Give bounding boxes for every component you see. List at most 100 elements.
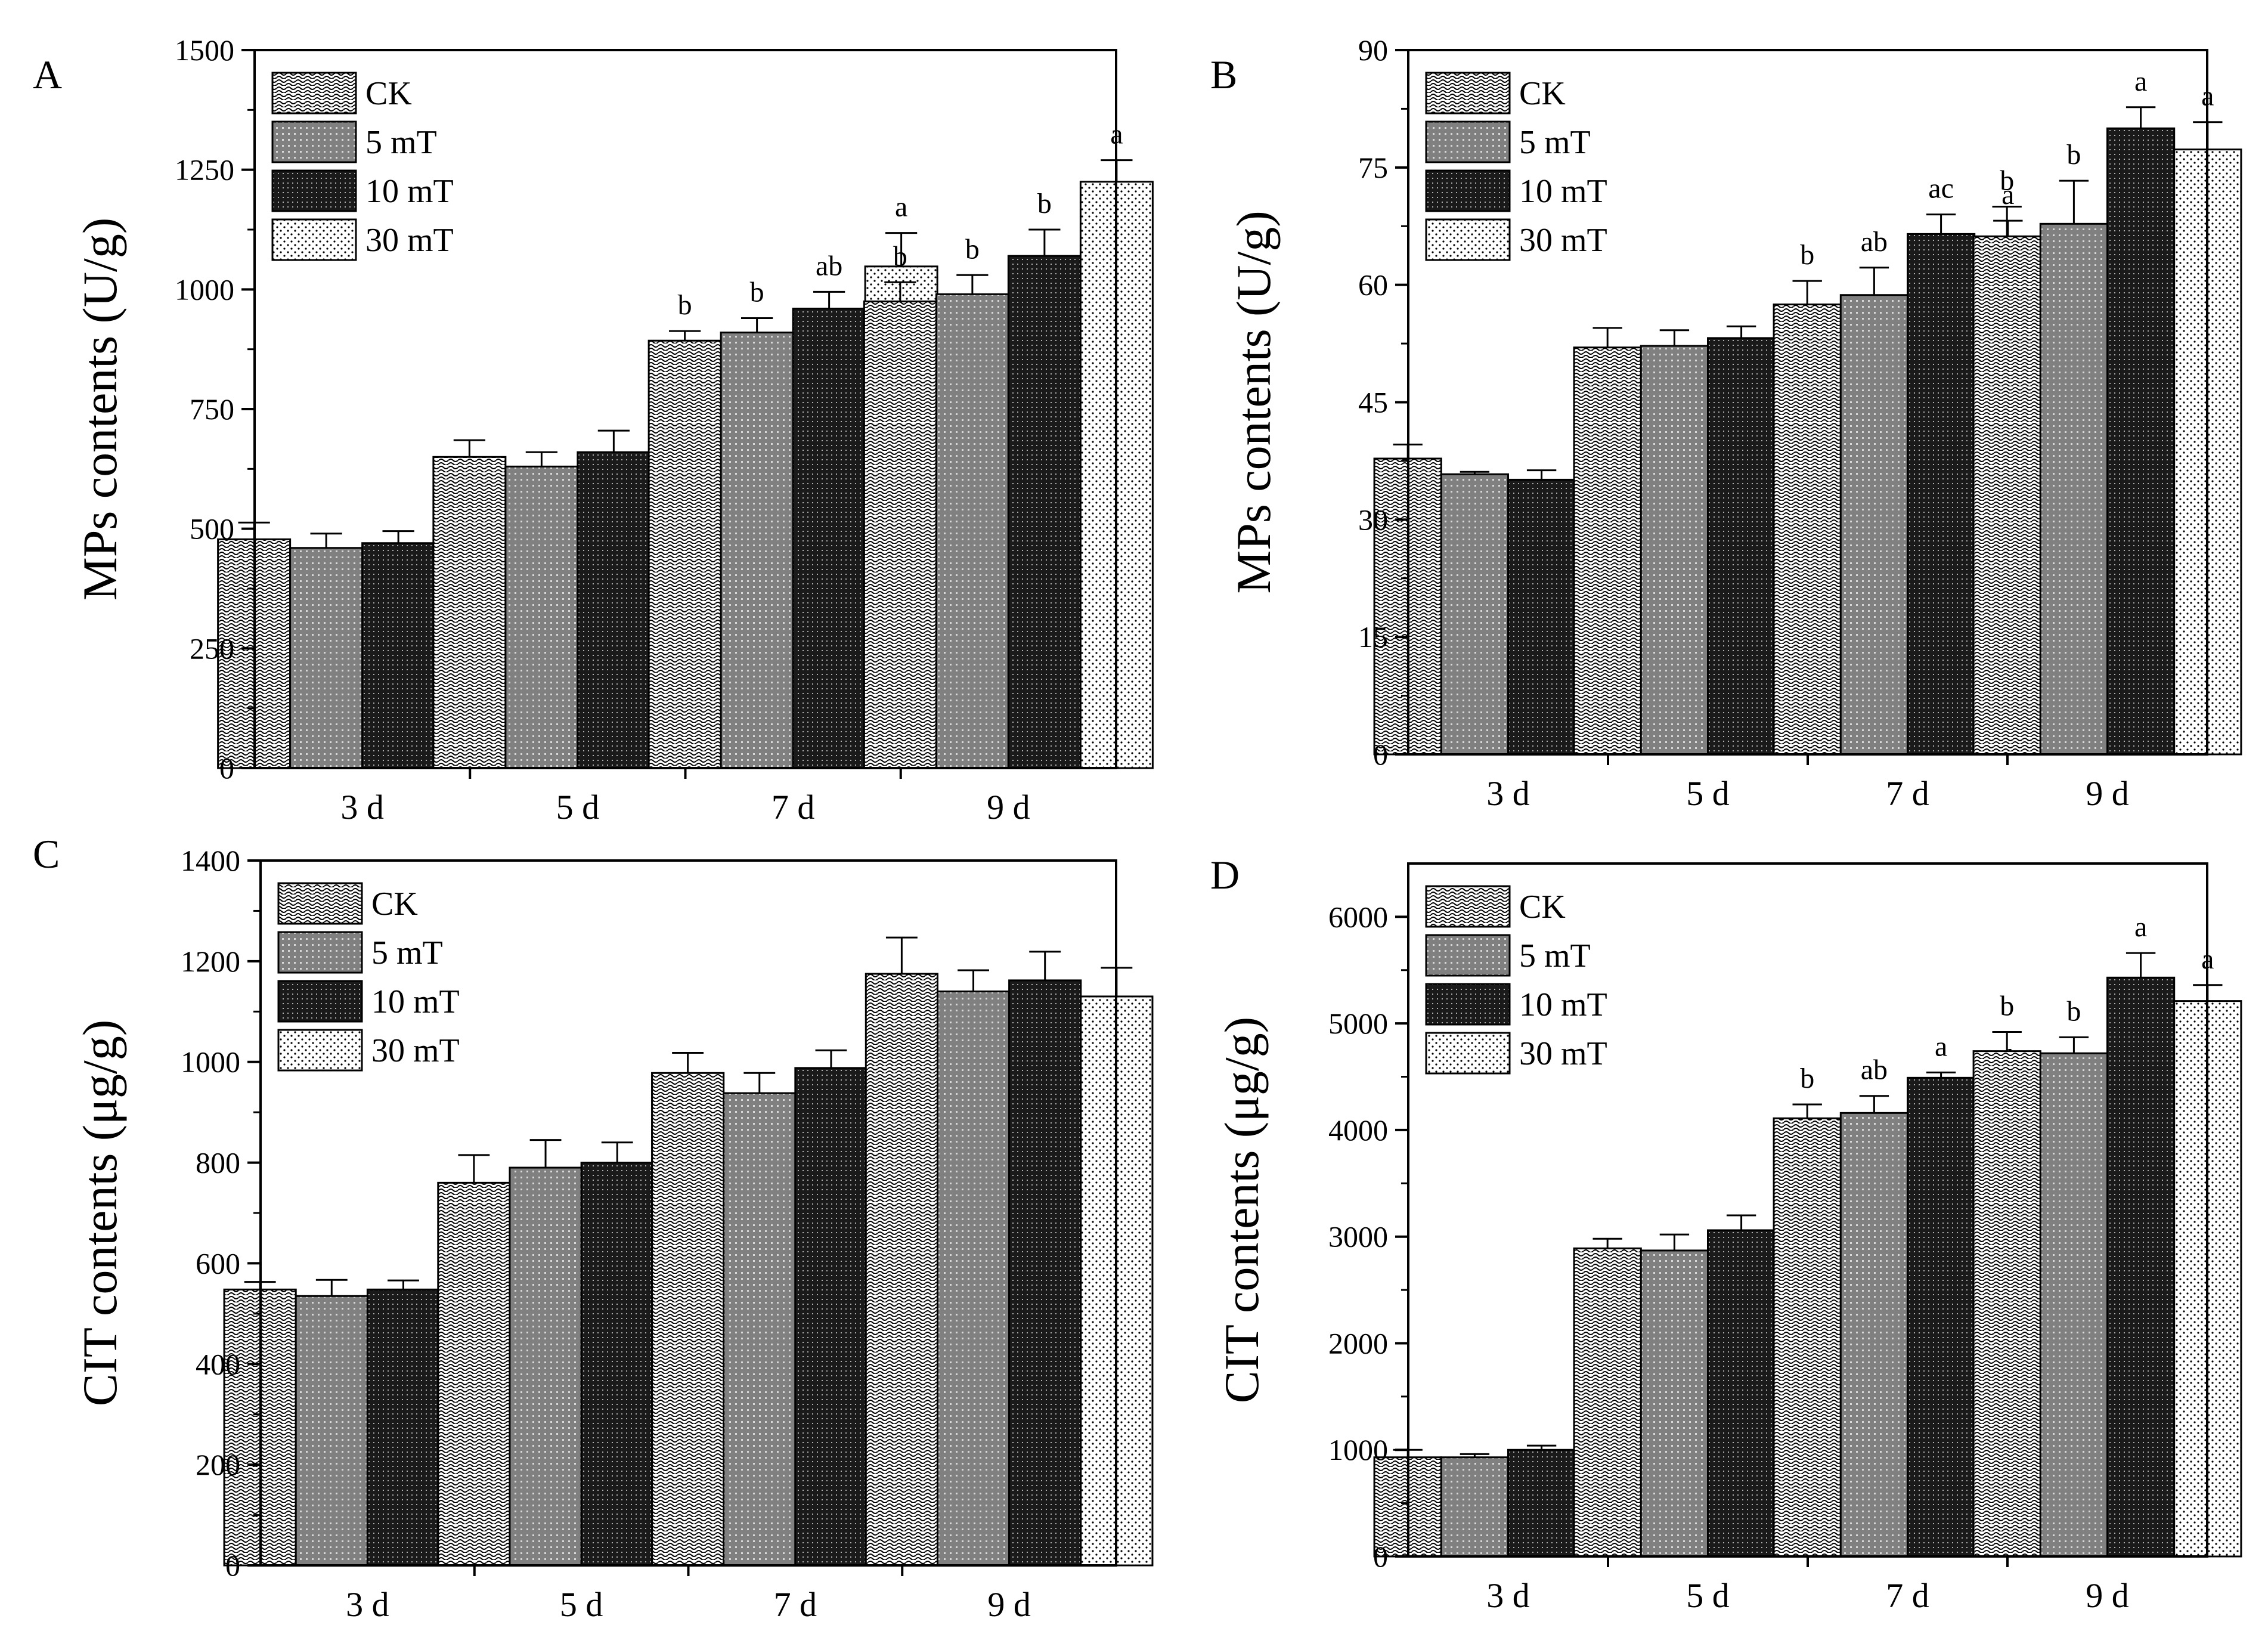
bar-10mt-5d [1707,337,1776,756]
legend-swatch [277,1029,363,1072]
bar-10mt-5d [1707,1229,1776,1558]
bar-10mt-9d [2106,127,2176,756]
significance-label: b [1037,188,1052,219]
legend-label: CK [365,75,412,112]
significance-label: b [750,276,764,308]
y-tick-label: 2000 [1328,1326,1388,1360]
x-tick-label: 9 d [2086,774,2129,813]
legend-swatch [1425,72,1511,114]
x-tick-label: 7 d [1886,1576,1929,1615]
bar-5mt-9d [936,991,1011,1567]
y-axis-label: MPs contents (U/g) [73,218,127,601]
bar-5mt-3d [295,1295,368,1567]
bar-10mt-3d [366,1288,441,1567]
y-tick-label: 250 [190,632,234,665]
y-axis-label: CIT contents (μg/g) [73,1020,127,1406]
y-tick-label: 30 [1358,503,1388,536]
legend-swatch [277,931,363,974]
significance-label: b [2066,139,2081,171]
legend-swatch [1425,885,1511,928]
panel-letter: C [33,831,60,877]
bar-5mt-7d [1839,1112,1909,1558]
significance-label: b [965,233,980,265]
significance-label: a [2134,66,2147,97]
bar-ck-7d [651,1072,725,1567]
bar-5mt-3d [1440,473,1510,756]
legend-swatch [1425,1032,1511,1075]
legend-label: CK [371,886,418,923]
legend-label: 10 mT [365,173,454,210]
legend-swatch [271,169,357,212]
bar-5mt-5d [1640,345,1709,756]
legend-label: 10 mT [1519,173,1607,210]
significance-label: b [893,240,907,272]
bar-5mt-7d [723,1092,797,1567]
significance-label: b [678,289,692,321]
significance-label: a [1935,1030,1947,1062]
significance-label: b [2066,995,2081,1027]
legend-swatch [277,882,363,925]
x-tick-label: 7 d [772,788,815,827]
significance-label: a [2001,179,2014,211]
y-tick-label: 1000 [181,1045,240,1079]
bar-ck-7d [647,339,722,769]
y-tick-label: 1000 [175,273,234,306]
bar-5mt-3d [1440,1456,1510,1558]
y-tick-label: 75 [1358,151,1388,184]
legend-label: CK [1519,75,1566,112]
legend-swatch [1425,120,1511,163]
bar-10mt-5d [577,451,651,769]
bar-5mt-5d [504,465,579,769]
bar-5mt-5d [509,1166,583,1567]
significance-label: ac [1928,173,1954,205]
bar-ck-5d [1573,346,1642,756]
y-tick-label: 45 [1358,386,1388,419]
bar-ck-9d [865,973,938,1567]
y-tick-label: 3000 [1328,1220,1388,1254]
bar-10mt-9d [1008,979,1082,1567]
y-tick-label: 90 [1358,33,1388,67]
legend-label: 10 mT [371,983,460,1020]
y-tick-label: 500 [190,512,234,546]
bar-5mt-9d [935,293,1009,769]
legend-label: 30 mT [1519,1035,1607,1072]
legend-label: 10 mT [1519,986,1607,1023]
y-tick-label: 15 [1358,620,1388,654]
significance-label: a [2134,911,2147,943]
x-tick-label: 5 d [556,788,600,827]
y-tick-label: 0 [1373,1540,1388,1573]
bar-10mt-3d [361,542,436,769]
y-tick-label: 0 [1373,738,1388,771]
legend-label: 5 mT [371,934,443,971]
x-tick-label: 5 d [560,1585,603,1624]
significance-label: ab [1861,226,1888,258]
x-tick-label: 7 d [774,1585,817,1624]
y-tick-label: 1200 [181,945,240,978]
legend-swatch [271,72,357,114]
legend-swatch [277,980,363,1023]
legend-label: CK [1519,889,1566,926]
y-tick-label: 600 [196,1246,240,1280]
panel-letter: D [1210,852,1240,897]
x-tick-label: 9 d [987,1585,1031,1624]
bar-10mt-7d [792,307,866,769]
y-tick-label: 1500 [175,33,234,67]
y-tick-label: 1000 [1328,1433,1388,1466]
y-tick-label: 1400 [181,844,240,877]
bar-10mt-9d [1007,255,1082,769]
legend-swatch [1425,934,1511,977]
significance-label: ab [1861,1054,1888,1086]
bar-5mt-7d [1839,294,1909,756]
legend-swatch [271,120,357,163]
bar-5mt-9d [2039,1052,2109,1558]
y-tick-label: 400 [196,1347,240,1381]
y-tick-label: 1250 [175,153,234,187]
significance-label: b [1800,239,1814,271]
bar-ck-9d [1972,235,2041,756]
y-tick-label: 60 [1358,268,1388,302]
bar-10mt-7d [794,1067,868,1567]
y-axis-label: CIT contents (μg/g) [1214,1017,1269,1403]
bar-ck-5d [432,456,507,769]
